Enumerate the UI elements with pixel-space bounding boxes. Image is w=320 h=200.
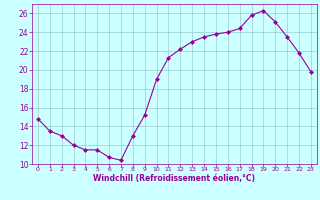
X-axis label: Windchill (Refroidissement éolien,°C): Windchill (Refroidissement éolien,°C) [93, 174, 255, 183]
